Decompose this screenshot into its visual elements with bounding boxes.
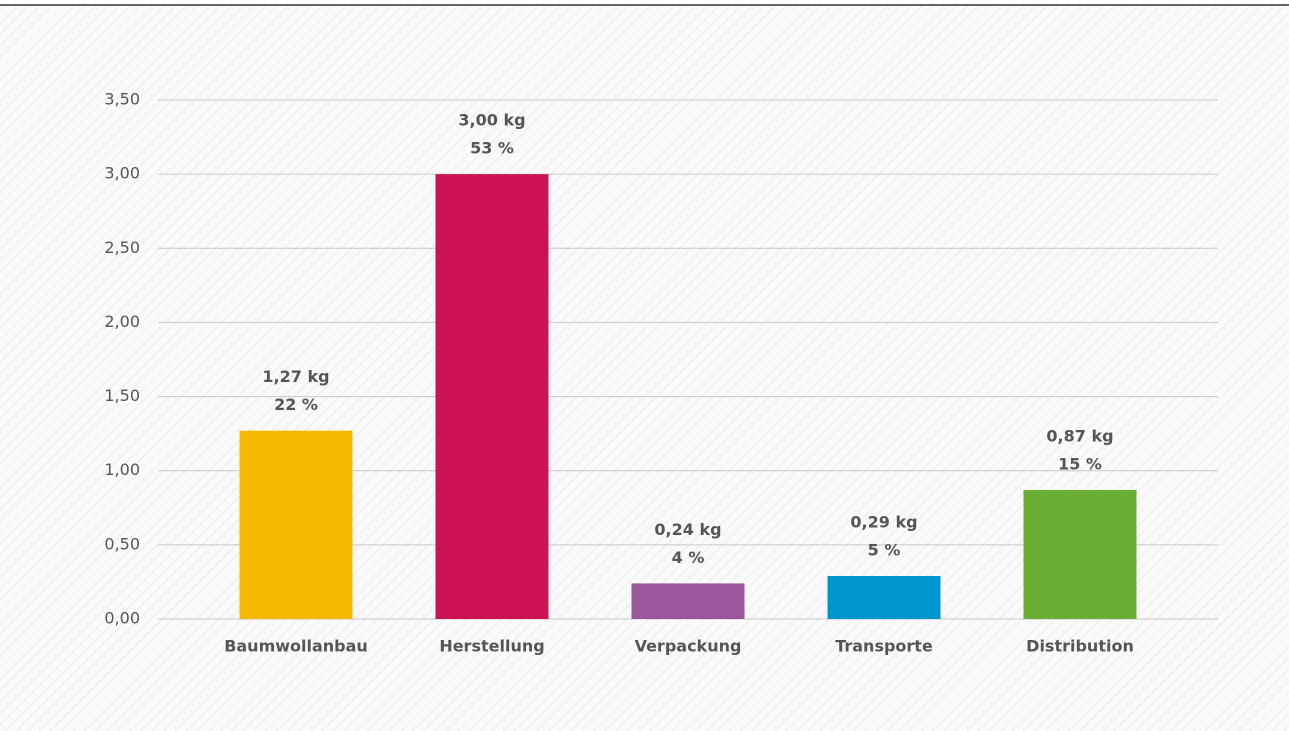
- y-tick-label: 1,00: [104, 460, 140, 479]
- value-label: 3,00 kg: [458, 111, 525, 130]
- percent-label: 4 %: [672, 548, 705, 567]
- value-label: 0,24 kg: [654, 520, 721, 539]
- bar: [827, 575, 941, 619]
- y-tick-label: 0,00: [104, 609, 140, 628]
- value-label: 0,29 kg: [850, 512, 917, 531]
- background: [0, 5, 1289, 731]
- value-label: 1,27 kg: [262, 367, 329, 386]
- percent-label: 15 %: [1058, 454, 1102, 473]
- x-tick-label: Distribution: [1026, 637, 1134, 656]
- percent-label: 5 %: [868, 540, 901, 559]
- y-tick-label: 2,50: [104, 238, 140, 257]
- x-tick-label: Transporte: [835, 637, 933, 656]
- y-tick-label: 2,00: [104, 312, 140, 331]
- value-label: 0,87 kg: [1046, 426, 1113, 445]
- x-tick-label: Baumwollanbau: [224, 637, 368, 656]
- percent-label: 22 %: [274, 395, 318, 414]
- y-tick-label: 0,50: [104, 534, 140, 553]
- x-tick-label: Verpackung: [635, 637, 742, 656]
- y-tick-label: 3,00: [104, 164, 140, 183]
- x-tick-label: Herstellung: [439, 637, 544, 656]
- bar: [239, 430, 353, 619]
- y-tick-label: 3,50: [104, 90, 140, 109]
- y-tick-label: 1,50: [104, 386, 140, 405]
- percent-label: 53 %: [470, 139, 514, 158]
- bar: [1023, 489, 1137, 619]
- bar: [631, 583, 745, 619]
- bar: [435, 174, 549, 619]
